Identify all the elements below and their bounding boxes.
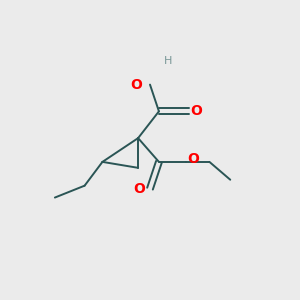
Text: O: O [134, 182, 146, 196]
Text: O: O [187, 152, 199, 166]
Text: O: O [131, 78, 142, 92]
Text: H: H [164, 56, 172, 66]
Text: O: O [190, 104, 202, 118]
